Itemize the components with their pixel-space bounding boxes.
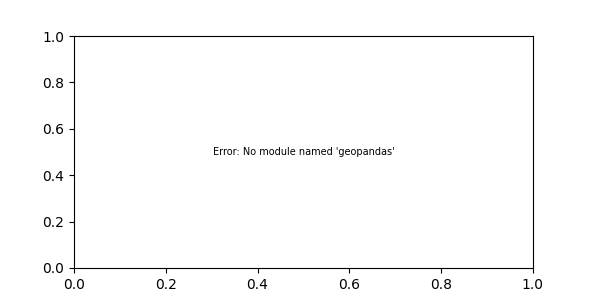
Text: Error: No module named 'geopandas': Error: No module named 'geopandas' — [213, 147, 394, 157]
